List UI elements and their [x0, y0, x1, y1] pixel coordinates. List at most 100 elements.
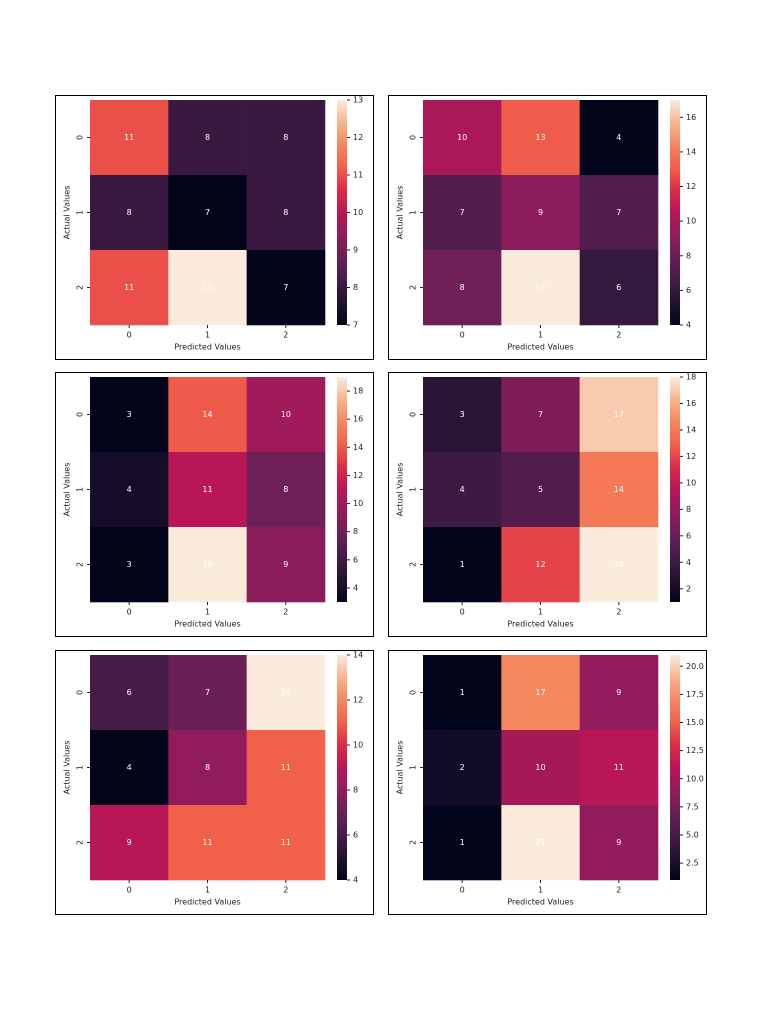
heatmap-cell: [423, 805, 502, 881]
colorbar-tick-label: 12: [686, 452, 696, 461]
x-axis-label: Predicted Values: [507, 620, 573, 629]
x-tick-label: 2: [283, 886, 288, 895]
cell-label: 13: [202, 283, 212, 292]
heatmap-cell: [501, 250, 580, 326]
colorbar-tick-label: 4: [353, 876, 358, 885]
panel-border: [388, 650, 707, 915]
x-tick-label: 2: [616, 331, 621, 340]
heatmap-cell: [579, 377, 659, 453]
heatmap-cell: [501, 377, 580, 453]
cell-label: 2: [460, 763, 465, 772]
colorbar-tick-label: 6: [686, 531, 691, 540]
colorbar-tick-label: 7.5: [686, 802, 699, 811]
heatmap-cell: [246, 452, 326, 528]
x-tick-label: 0: [127, 886, 132, 895]
cell-label: 1: [460, 560, 465, 569]
colorbar-tick-label: 4: [686, 558, 691, 567]
cell-label: 8: [283, 485, 288, 494]
colorbar-tick-label: 14: [686, 425, 696, 434]
colorbar: [670, 655, 680, 880]
x-tick-label: 1: [538, 886, 543, 895]
heatmap-cell: [501, 175, 580, 251]
cell-label: 11: [124, 133, 134, 142]
cell-label: 10: [457, 133, 467, 142]
colorbar-tick-label: 6: [686, 286, 691, 295]
y-axis-label: Actual Values: [63, 741, 72, 795]
heatmap-cell: [90, 655, 169, 731]
y-axis-label: Actual Values: [63, 463, 72, 517]
colorbar-tick-label: 16: [686, 399, 696, 408]
cell-label: 18: [614, 560, 624, 569]
colorbar-tick-label: 6: [353, 555, 358, 564]
colorbar-tick-label: 10: [353, 499, 363, 508]
cell-label: 9: [283, 560, 288, 569]
y-axis-label: Actual Values: [63, 186, 72, 240]
y-tick-label: 2: [76, 562, 85, 567]
cell-label: 8: [127, 208, 132, 217]
y-tick-label: 0: [76, 135, 85, 140]
cell-label: 8: [283, 133, 288, 142]
cell-label: 9: [538, 208, 543, 217]
colorbar-tick-label: 7: [353, 321, 358, 330]
colorbar-tick-label: 12: [353, 133, 363, 142]
x-tick-label: 0: [460, 886, 465, 895]
colorbar-tick-label: 10: [353, 741, 363, 750]
heatmap-cell: [423, 655, 502, 731]
cell-label: 14: [614, 485, 624, 494]
y-tick-label: 1: [76, 765, 85, 770]
x-tick-label: 2: [283, 608, 288, 617]
y-axis-label: Actual Values: [396, 186, 405, 240]
cell-label: 11: [202, 838, 212, 847]
heatmap-cell: [423, 250, 502, 326]
colorbar-tick-label: 4: [686, 321, 691, 330]
colorbar-tick-label: 14: [353, 443, 363, 452]
x-tick-label: 1: [205, 331, 210, 340]
colorbar-tick-label: 13: [353, 96, 363, 105]
y-tick-label: 2: [409, 562, 418, 567]
colorbar-tick-label: 8: [686, 251, 691, 260]
heatmap-cell: [246, 250, 326, 326]
cell-label: 7: [283, 283, 288, 292]
colorbar-tick-label: 15.0: [686, 718, 704, 727]
y-tick-label: 0: [76, 412, 85, 417]
cell-label: 3: [460, 410, 465, 419]
cell-label: 3: [127, 560, 132, 569]
cell-label: 14: [281, 688, 291, 697]
colorbar-tick-label: 12: [353, 696, 363, 705]
cell-label: 8: [283, 208, 288, 217]
cell-label: 6: [616, 283, 621, 292]
y-tick-label: 2: [409, 285, 418, 290]
x-axis-label: Predicted Values: [174, 343, 240, 352]
cell-label: 10: [281, 410, 291, 419]
colorbar-tick-label: 14: [686, 147, 696, 156]
heatmap-cell: [579, 655, 659, 731]
x-axis-label: Predicted Values: [507, 343, 573, 352]
y-tick-label: 0: [409, 135, 418, 140]
heatmap-cell: [246, 805, 326, 881]
x-axis-label: Predicted Values: [174, 898, 240, 907]
colorbar: [670, 377, 680, 602]
heatmap-cell: [168, 730, 247, 806]
y-tick-label: 1: [76, 210, 85, 215]
panel-border: [55, 372, 374, 637]
colorbar: [337, 100, 347, 325]
y-tick-label: 1: [409, 487, 418, 492]
colorbar-tick-label: 4: [353, 583, 358, 592]
cell-label: 8: [205, 133, 210, 142]
cell-label: 10: [535, 763, 545, 772]
cell-label: 4: [460, 485, 465, 494]
heatmap-cell: [501, 452, 580, 528]
panel-border: [55, 95, 374, 360]
cell-label: 21: [535, 838, 545, 847]
cell-label: 11: [124, 283, 134, 292]
heatmap-cell: [90, 377, 169, 453]
cell-label: 17: [535, 688, 545, 697]
heatmap-cell: [423, 730, 502, 806]
heatmap-cell: [90, 175, 169, 251]
colorbar: [337, 377, 347, 602]
heatmap-cell: [168, 805, 247, 881]
x-tick-label: 2: [616, 886, 621, 895]
y-tick-label: 2: [409, 840, 418, 845]
